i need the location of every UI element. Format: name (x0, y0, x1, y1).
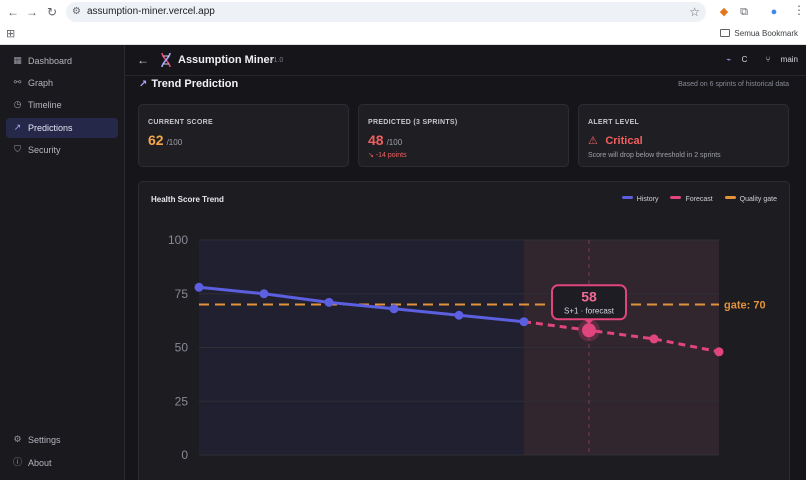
app-version: v1.0 (270, 57, 284, 64)
site-info-icon[interactable]: ⚙ (72, 6, 81, 17)
current-score-value: 62 (148, 132, 164, 148)
forward-arrow-icon[interactable]: → (26, 5, 38, 19)
card-label: ALERT LEVEL (588, 119, 640, 126)
warning-triangle-icon: ⚠ (588, 135, 598, 147)
legend-swatch (621, 196, 633, 199)
grid-icon: ▦ (13, 55, 22, 65)
back-arrow-icon[interactable]: ← (7, 5, 19, 19)
metamask-extension-icon[interactable]: ◆ (719, 6, 729, 18)
legend-swatch (724, 196, 736, 199)
dna-logo-icon (161, 52, 171, 68)
pulse-icon: ⌁ (726, 55, 732, 64)
legend-item-quality-gate[interactable]: Quality gate (724, 195, 777, 205)
sidebar-item-graph[interactable]: ⚯ Graph (6, 73, 118, 93)
profile-avatar-icon[interactable]: ● (770, 6, 778, 18)
status-indicator[interactable]: ⌁ C (719, 55, 748, 64)
bookmark-star-icon[interactable]: ☆ (689, 5, 700, 19)
sidebar-item-label: About (28, 458, 52, 468)
branch-indicator[interactable]: ⑂ main (758, 55, 798, 64)
sidebar-item-label: Security (28, 145, 61, 155)
sidebar-item-label: Settings (28, 435, 61, 445)
trend-icon: ↗ (139, 79, 148, 90)
page-subtitle: Based on 6 sprints of historical data (678, 81, 789, 88)
branch-label: main (780, 55, 798, 64)
back-arrow-icon[interactable]: ← (137, 53, 149, 67)
legend-item-history[interactable]: History (621, 195, 659, 205)
extensions-puzzle-icon[interactable]: ⧉ (740, 6, 748, 18)
predicted-score-card: PREDICTED (3 SPRINTS) 48/100 ↘ -14 point… (358, 104, 569, 167)
git-branch-icon: ⑂ (765, 55, 771, 64)
sidebar-item-dashboard[interactable]: ▦ Dashboard (6, 51, 118, 71)
clock-icon: ◷ (13, 99, 22, 109)
sidebar-item-settings[interactable]: ⚙ Settings (6, 430, 118, 450)
sidebar-item-about[interactable]: ⓘ About (6, 453, 118, 473)
card-label: CURRENT SCORE (148, 119, 213, 126)
page-title: ↗ Trend Prediction (139, 77, 238, 92)
app-title: Assumption Miner (178, 54, 274, 66)
header-status: ⌁ C ⑂ main (711, 54, 798, 66)
reload-icon[interactable]: ↻ (46, 5, 58, 19)
trend-down-icon: ↘ (368, 152, 374, 159)
url-text[interactable]: assumption-miner.vercel.app (87, 6, 215, 17)
app-header: ← Assumption Miner v1.0 ⌁ C ⑂ main (125, 45, 806, 76)
predicted-score-value: 48 (368, 132, 384, 148)
card-value: ⚠ Critical (588, 132, 643, 149)
sidebar-item-timeline[interactable]: ◷ Timeline (6, 95, 118, 115)
page-title-text: Trend Prediction (151, 78, 239, 90)
legend-label: Quality gate (739, 196, 777, 203)
trend-icon: ↗ (13, 122, 22, 132)
info-icon: ⓘ (12, 457, 22, 467)
sidebar: ▦ Dashboard ⚯ Graph ◷ Timeline ↗ Predict… (0, 45, 125, 480)
score-unit: /100 (386, 138, 403, 147)
card-value: 62/100 (148, 132, 182, 151)
card-value: 48/100 (368, 132, 402, 151)
apps-grid-icon[interactable]: ⊞ (6, 28, 16, 40)
gear-icon: ⚙ (13, 434, 22, 444)
address-bar[interactable]: ⚙ assumption-miner.vercel.app ☆ (66, 2, 706, 22)
legend-label: Forecast (685, 196, 713, 203)
main-content: ← Assumption Miner v1.0 ⌁ C ⑂ main ↗ Tren… (125, 45, 806, 480)
legend-swatch (670, 196, 682, 199)
browser-chrome: ← → ↻ ⚙ assumption-miner.vercel.app ☆ ◆ … (0, 0, 806, 45)
chart-title: Health Score Trend (151, 195, 224, 204)
bookmark-label: Semua Bookmark (734, 29, 798, 38)
sidebar-item-security[interactable]: ⛉ Security (6, 140, 118, 160)
graph-icon: ⚯ (13, 77, 22, 87)
predicted-delta: ↘ -14 points (368, 151, 407, 160)
legend-label: History (636, 196, 659, 203)
alert-note: Score will drop below threshold in 2 spr… (588, 152, 721, 159)
sidebar-item-predictions[interactable]: ↗ Predictions (6, 118, 118, 138)
alert-level-card: ALERT LEVEL ⚠ Critical Score will drop b… (578, 104, 789, 167)
shield-icon: ⛉ (14, 144, 21, 154)
delta-text: -14 points (375, 152, 407, 159)
sidebar-item-label: Graph (28, 78, 54, 88)
score-unit: /100 (166, 138, 183, 147)
browser-menu-icon[interactable]: ⋮ (793, 3, 805, 17)
sidebar-item-label: Timeline (28, 100, 62, 110)
legend-item-forecast[interactable]: Forecast (670, 195, 713, 205)
chart-legend: History Forecast Quality gate (612, 195, 777, 205)
status-label: C (741, 55, 748, 64)
folder-icon (720, 29, 731, 37)
sidebar-item-label: Dashboard (28, 56, 73, 66)
all-bookmarks-button[interactable]: Semua Bookmark (720, 28, 798, 40)
current-score-card: CURRENT SCORE 62/100 (138, 104, 349, 167)
alert-level-value: Critical (605, 135, 643, 147)
health-score-chart-card: Health Score Trend History Forecast Qual… (138, 181, 790, 480)
sidebar-item-label: Predictions (28, 123, 73, 133)
card-label: PREDICTED (3 SPRINTS) (368, 119, 458, 126)
